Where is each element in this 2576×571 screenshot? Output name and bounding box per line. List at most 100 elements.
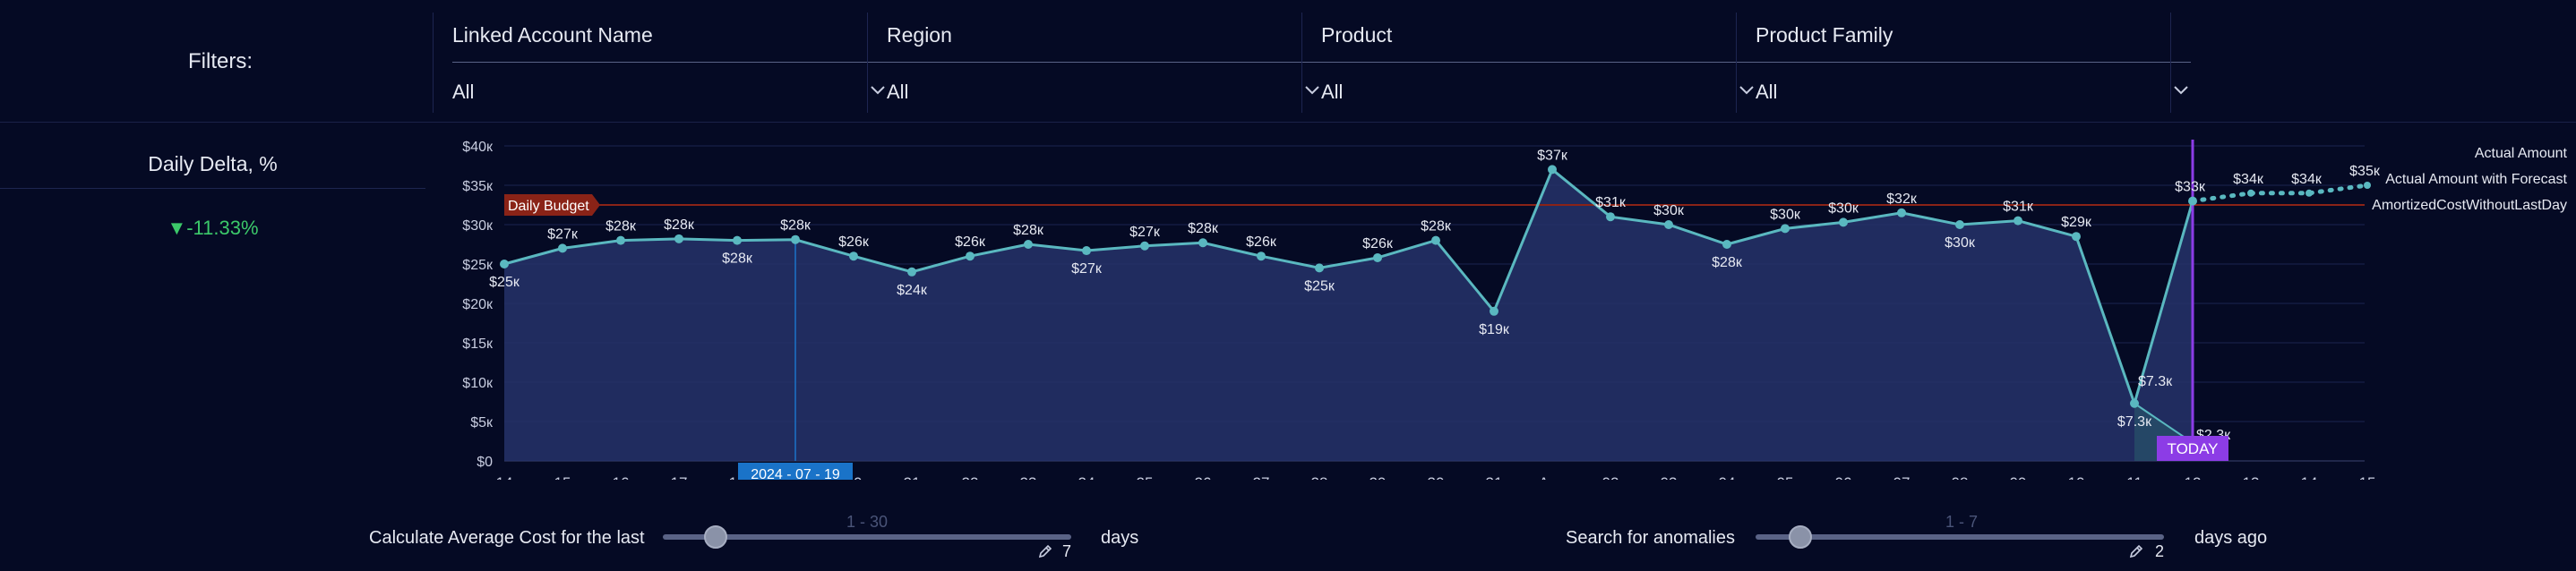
x-tick-label: 21 [904, 474, 921, 480]
avg-days-slider-track[interactable] [663, 534, 1071, 540]
data-label: $27к [1129, 225, 1161, 240]
actual-point [1781, 224, 1790, 234]
data-label: $30к [1945, 235, 1976, 251]
x-tick-label: 18 [729, 474, 746, 480]
forecast-point [2247, 189, 2254, 197]
data-label: $25к [489, 275, 520, 290]
data-label: $28к [780, 218, 811, 234]
filter-value[interactable]: All [452, 81, 475, 103]
data-label: $30к [1828, 200, 1859, 216]
anomaly-days-value[interactable]: 2 [2155, 542, 2165, 560]
actual-point [1548, 165, 1557, 175]
avg-range-hint: 1 - 30 [846, 513, 889, 531]
filter-divider [1736, 13, 1737, 113]
cursor-date-label: 2024 - 07 - 19 [751, 467, 840, 480]
anomaly-days-slider-thumb[interactable] [1789, 525, 1812, 549]
y-tick-label: $0 [477, 455, 493, 470]
actual-point [1431, 235, 1440, 245]
x-tick-label: 04 [1719, 474, 1736, 480]
filter-linked-account[interactable]: Linked Account Name All [452, 13, 888, 115]
actual-point [1955, 220, 1964, 229]
actual-line [503, 166, 2194, 408]
x-tick-label: 24 [1078, 474, 1095, 480]
daily-delta-title: Daily Delta, % [148, 152, 278, 175]
filter-underline [887, 62, 1322, 63]
data-label: $30к [1770, 207, 1801, 222]
filter-region[interactable]: Region All [887, 13, 1322, 115]
today-label: TODAY [2168, 440, 2219, 457]
anomaly-range-hint: 1 - 7 [1945, 513, 1979, 531]
data-label: $25к [1304, 278, 1335, 294]
filter-value[interactable]: All [887, 81, 909, 103]
filter-divider [1301, 13, 1302, 113]
x-tick-label: 08 [1952, 474, 1969, 480]
x-tick-label: 20 [846, 474, 863, 480]
filter-value[interactable]: All [1321, 81, 1344, 103]
actual-point [674, 234, 683, 243]
legend-item: AmortizedCostWithoutLastDay [2372, 198, 2567, 213]
avg-cost-label: Calculate Average Cost for the last [369, 528, 645, 548]
x-tick-label: 14 [496, 474, 513, 480]
filter-label: Region [887, 23, 952, 47]
x-tick-label: 10 [2068, 474, 2085, 480]
filter-label: Linked Account Name [452, 23, 653, 47]
y-tick-label: $5к [470, 415, 494, 430]
actual-point [1315, 263, 1324, 273]
actual-area [504, 169, 2193, 461]
y-tick-label: $10к [462, 376, 494, 391]
data-label: $26к [1362, 236, 1394, 251]
actual-point [1897, 208, 1906, 217]
chevron-down-icon[interactable] [1304, 84, 1320, 97]
anomaly-search-label: Search for anomalies [1566, 528, 1735, 548]
actual-point [558, 243, 567, 253]
data-label: $26к [1246, 234, 1277, 250]
filter-underline [1756, 62, 2191, 63]
actual-point [1490, 306, 1498, 316]
x-tick-label: 28 [1311, 474, 1328, 480]
chevron-down-icon[interactable] [1739, 84, 1755, 97]
filter-product-family[interactable]: Product Family All [1756, 13, 2191, 115]
avg-days-value[interactable]: 7 [1062, 542, 1072, 560]
legend-item: Actual Amount [2475, 146, 2568, 161]
y-tick-label: $25к [462, 258, 494, 273]
x-tick-label: 09 [2010, 474, 2027, 480]
data-label: $31к [2003, 200, 2034, 215]
chevron-down-icon[interactable] [870, 84, 886, 97]
pencil-icon[interactable] [2128, 543, 2144, 559]
avg-days-slider-thumb[interactable] [704, 525, 728, 549]
actual-point [2072, 232, 2081, 242]
legend-item: Actual Amount with Forecast [2385, 172, 2567, 187]
x-tick-label: 22 [962, 474, 979, 480]
actual-point [1373, 252, 1382, 262]
filters-bar: Filters: Linked Account Name All Region … [0, 0, 2576, 123]
cost-chart[interactable]: $0 $5к $10к $15к $20к $25к $30к $35к $40к 14 15 16 1… [0, 122, 2576, 480]
y-tick-label: $15к [462, 337, 494, 352]
x-tick-label: 23 [1020, 474, 1037, 480]
today-tag [2157, 436, 2228, 461]
filters-label: Filters: [188, 49, 253, 73]
filter-product[interactable]: Product All [1321, 13, 1756, 115]
pencil-icon[interactable] [1037, 543, 1053, 559]
data-label: $28к [722, 251, 753, 267]
cursor-date-tag [738, 463, 853, 480]
chevron-down-icon[interactable] [2173, 84, 2189, 97]
filter-label: Product Family [1756, 23, 1893, 47]
x-tick-label: 06 [1835, 474, 1852, 480]
filter-value[interactable]: All [1756, 81, 1778, 103]
budget-label: Daily Budget [508, 199, 589, 214]
data-label: $31к [1595, 195, 1627, 210]
actual-point [791, 234, 800, 244]
actual-point [1082, 246, 1091, 256]
x-tick-label: 13 [2243, 474, 2260, 480]
filter-divider [2170, 13, 2171, 113]
forecast-point [2364, 182, 2371, 189]
x-tick-label: 07 [1893, 474, 1911, 480]
data-label: $26к [838, 234, 870, 250]
data-label: $28к [1013, 223, 1044, 238]
filter-divider [433, 13, 434, 113]
x-tick-label: Aug [1539, 474, 1566, 480]
amortized-label: $7.3к [2138, 374, 2173, 389]
y-tick-label: $30к [462, 218, 494, 234]
actual-point [1140, 241, 1149, 251]
anomaly-days-slider-track[interactable] [1756, 534, 2164, 540]
